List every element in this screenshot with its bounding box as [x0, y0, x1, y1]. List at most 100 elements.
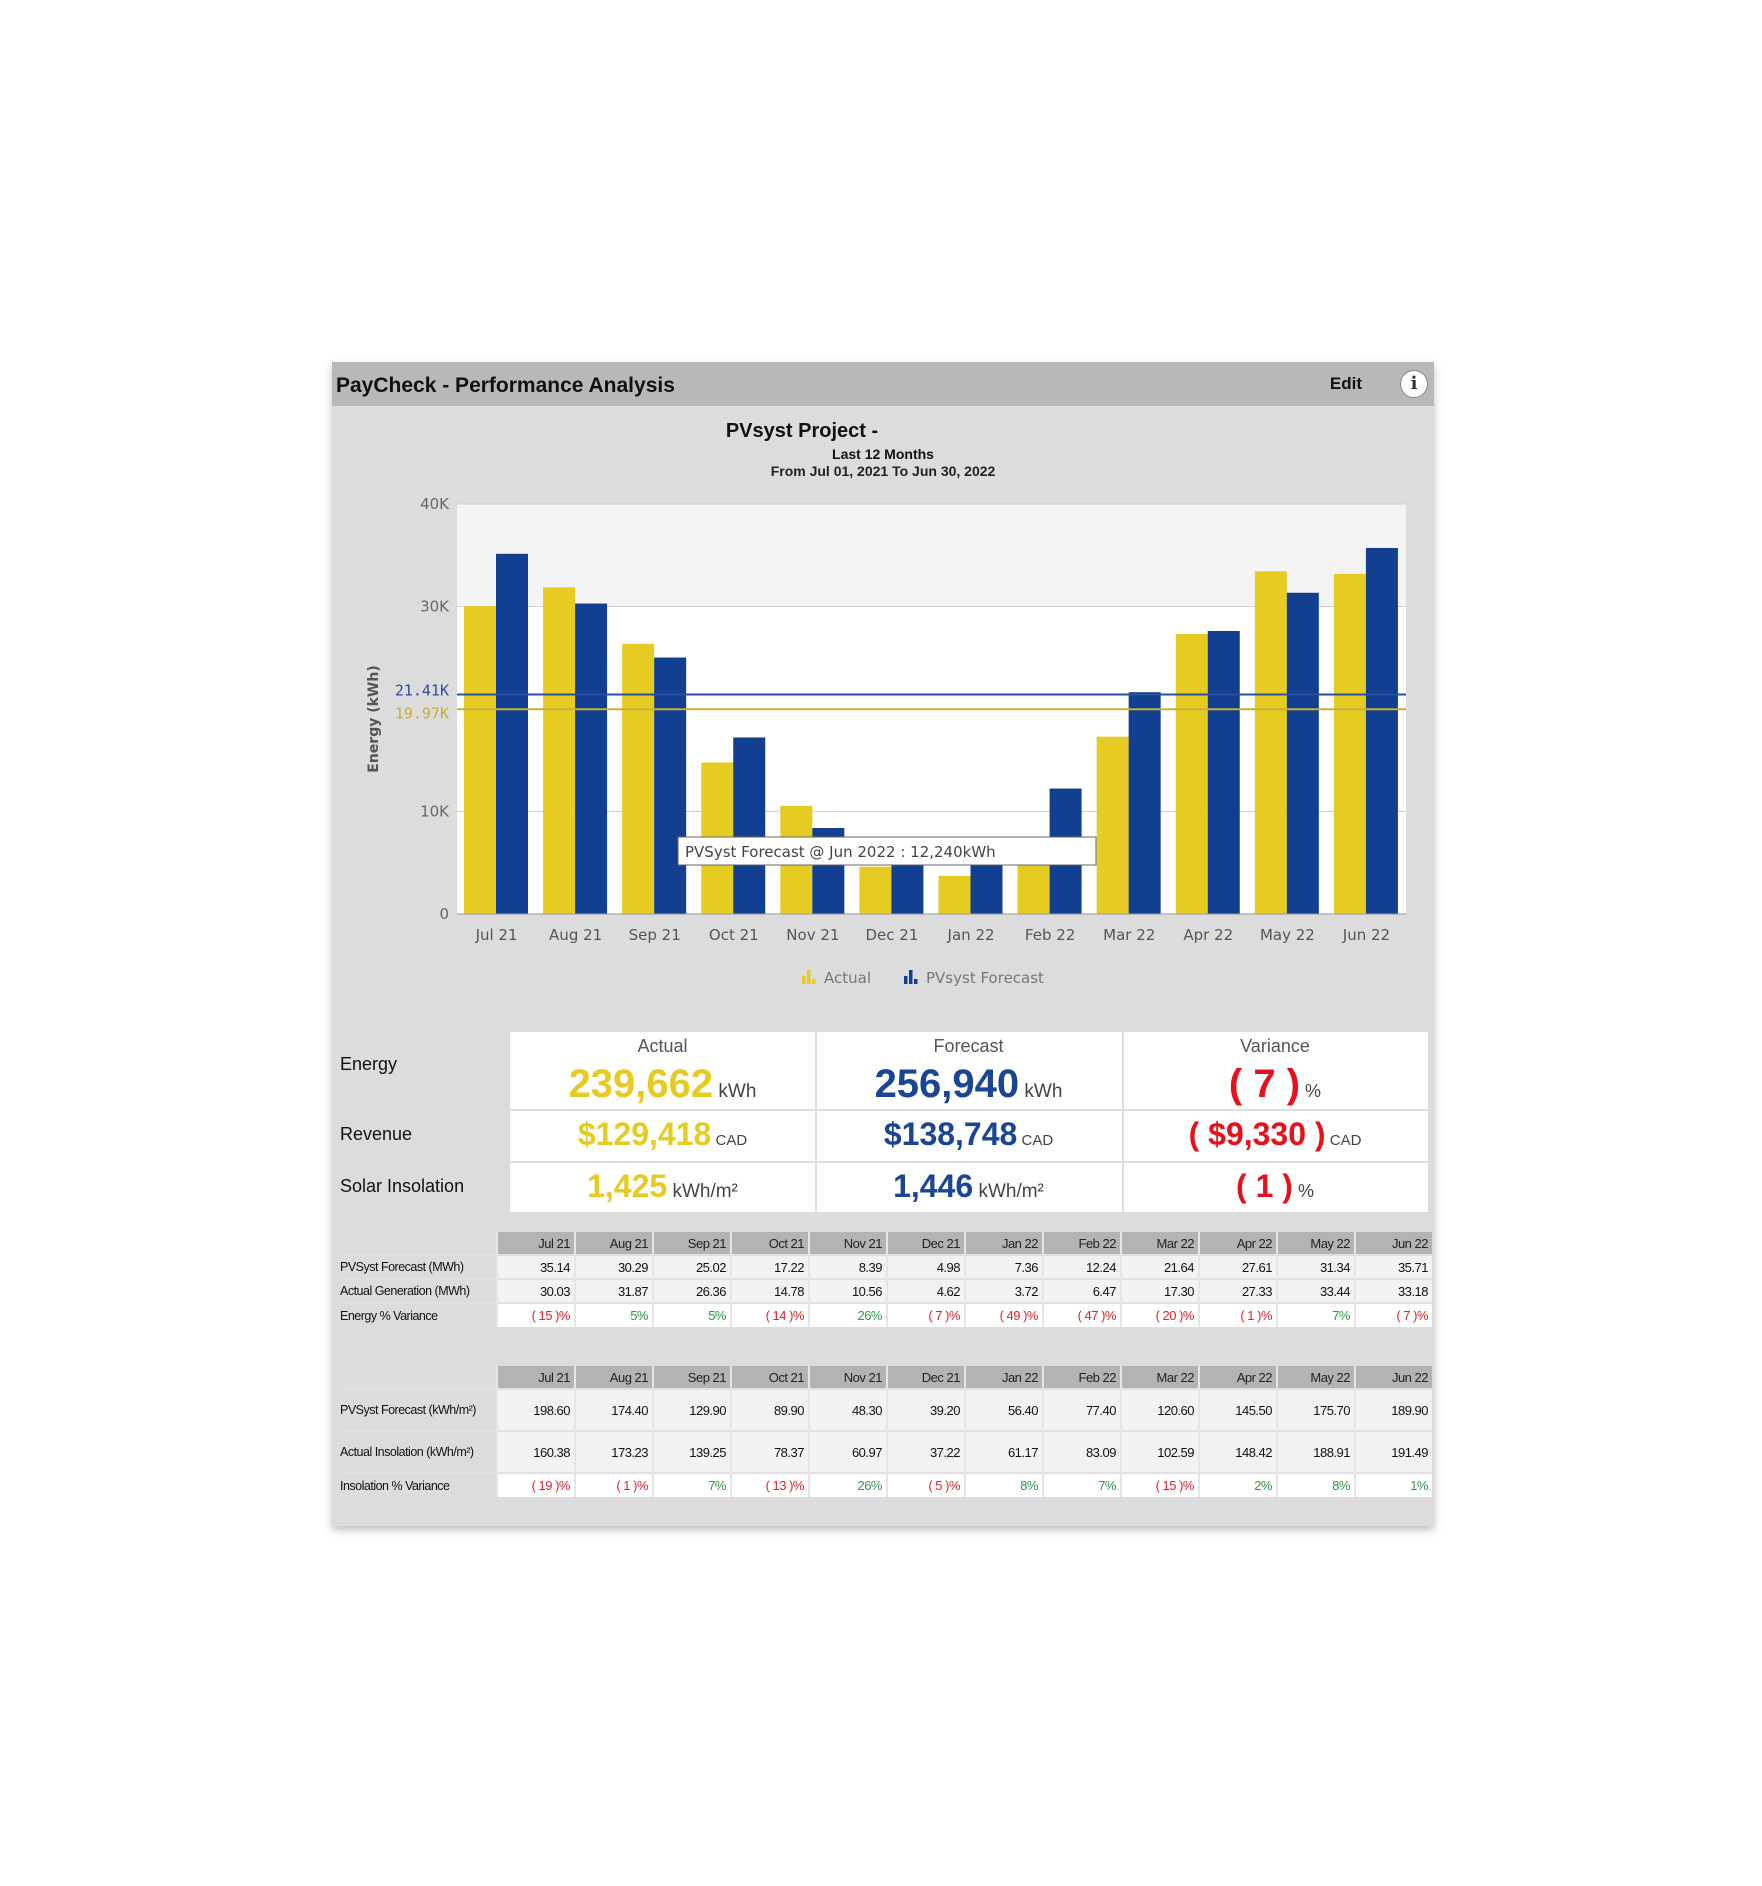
legend-bar-icon: [909, 970, 913, 984]
table-cell: 56.40: [964, 1389, 1043, 1431]
month-header: Jul 21: [496, 1366, 575, 1389]
summary-actual-value: 239,662 kWh: [510, 1062, 815, 1107]
legend-item-actual[interactable]: Actual: [802, 969, 871, 987]
table-cell: 160.38: [496, 1431, 575, 1473]
bar-actual[interactable]: [1333, 573, 1366, 914]
summary-unit: CAD: [711, 1132, 748, 1149]
bar-actual[interactable]: [1175, 633, 1208, 914]
bar-forecast[interactable]: [1286, 592, 1319, 914]
month-header: May 22: [1276, 1232, 1355, 1255]
table-cell: 89.90: [730, 1389, 809, 1431]
table-cell: 21.64: [1120, 1255, 1199, 1279]
energy-bar-chart: 0 10K 30K 40K Energy (kWh) Jul 21 Aug 21 Sep 21…: [366, 495, 1406, 987]
table-cell: 6.47: [1042, 1279, 1121, 1303]
table-cell: 129.90: [652, 1389, 731, 1431]
summary-value: $138,748: [883, 1116, 1018, 1152]
table-cell: 198.60: [496, 1389, 575, 1431]
table-cell: ( 19 )%: [496, 1473, 575, 1497]
table-cell: 7%: [1042, 1473, 1121, 1497]
bar-actual[interactable]: [859, 866, 892, 914]
table-cell: 30.03: [496, 1279, 575, 1303]
table-cell: 7%: [1276, 1303, 1355, 1327]
table-cell: 35.71: [1354, 1255, 1432, 1279]
x-tick-label: Jul 21: [475, 926, 518, 944]
month-header: Dec 21: [886, 1232, 965, 1255]
summary-row-label: Energy: [340, 1054, 398, 1074]
bar-forecast[interactable]: [496, 553, 528, 914]
month-header: May 22: [1276, 1366, 1355, 1389]
summary-unit: kWh/m²: [667, 1181, 738, 1202]
bar-forecast[interactable]: [575, 603, 608, 914]
x-tick-label: May 22: [1260, 926, 1315, 944]
table-cell: 102.59: [1120, 1431, 1199, 1473]
bar-forecast[interactable]: [733, 737, 766, 914]
table-cell: 61.17: [964, 1431, 1043, 1473]
bar-actual[interactable]: [622, 643, 655, 914]
summary-actual-value: 1,425 kWh/m²: [510, 1168, 815, 1205]
table-row: Energy % Variance( 15 )% 5% 5%( 14 )% 26%( …: [340, 1303, 1432, 1327]
info-icon[interactable]: i: [1400, 370, 1428, 398]
x-tick-label: Oct 21: [709, 926, 759, 944]
edit-button[interactable]: Edit: [1329, 374, 1362, 393]
month-header: Sep 21: [652, 1366, 731, 1389]
x-tick-label: Jan 22: [947, 926, 995, 944]
table-cell: 175.70: [1276, 1389, 1355, 1431]
x-tick-label: Aug 21: [549, 926, 602, 944]
table-row: Actual Generation (MWh) 30.03 31.87 26.36 14…: [340, 1279, 1432, 1303]
table-cell: 26.36: [652, 1279, 731, 1303]
table-cell: 1%: [1354, 1473, 1432, 1497]
bar-actual[interactable]: [543, 587, 576, 914]
summary-header-forecast: Forecast: [933, 1036, 1004, 1056]
table-cell: 17.22: [730, 1255, 809, 1279]
table-cell: 17.30: [1120, 1279, 1199, 1303]
table-row: Insolation % Variance( 19 )%( 1 )% 7%( 13…: [340, 1473, 1432, 1497]
month-header: Mar 22: [1120, 1366, 1199, 1389]
table-cell: ( 20 )%: [1120, 1303, 1199, 1327]
table-cell: 30.29: [574, 1255, 653, 1279]
bar-actual[interactable]: [464, 606, 496, 914]
table-cell: 148.42: [1198, 1431, 1277, 1473]
bar-actual[interactable]: [938, 875, 971, 914]
table-cell: 173.23: [574, 1431, 653, 1473]
y-axis-label: Energy (kWh): [366, 665, 382, 772]
bar-forecast[interactable]: [1207, 630, 1240, 914]
month-header: Aug 21: [574, 1366, 653, 1389]
table-cell: 37.22: [886, 1431, 965, 1473]
table-cell: 27.61: [1198, 1255, 1277, 1279]
summary-row-label: Revenue: [340, 1124, 413, 1144]
summary-unit: kWh: [1019, 1081, 1063, 1102]
summary-value: ( $9,330 ): [1188, 1116, 1326, 1152]
summary-forecast-value: 256,940 kWh: [815, 1062, 1122, 1107]
table-cell: 8%: [964, 1473, 1043, 1497]
bar-forecast[interactable]: [891, 862, 924, 914]
summary-forecast-value: 1,446 kWh/m²: [815, 1168, 1122, 1205]
month-header: Jan 22: [964, 1232, 1043, 1255]
x-tick-label: Apr 22: [1183, 926, 1233, 944]
row-label: Actual Insolation (kWh/m²): [340, 1445, 474, 1459]
chart-tooltip: PVSyst Forecast @ Jun 2022 : 12,240kWh: [677, 836, 1097, 866]
summary-value: 1,446: [893, 1168, 974, 1204]
legend-item-forecast[interactable]: PVsyst Forecast: [904, 969, 1044, 987]
legend-bar-icon: [904, 976, 908, 984]
table-cell: ( 5 )%: [886, 1473, 965, 1497]
x-tick-label: Jun 22: [1342, 926, 1390, 944]
table-cell: 4.98: [886, 1255, 965, 1279]
table-cell: 191.49: [1354, 1431, 1432, 1473]
month-header: Mar 22: [1120, 1232, 1199, 1255]
table-cell: 174.40: [574, 1389, 653, 1431]
table-cell: 48.30: [808, 1389, 887, 1431]
bar-forecast[interactable]: [654, 657, 687, 914]
summary-unit: CAD: [1017, 1132, 1054, 1149]
bar-actual[interactable]: [1254, 571, 1287, 914]
table-cell: ( 15 )%: [1120, 1473, 1199, 1497]
bar-actual[interactable]: [1096, 736, 1129, 914]
table-cell: 26%: [808, 1473, 887, 1497]
table-cell: 31.87: [574, 1279, 653, 1303]
bar-forecast[interactable]: [1365, 547, 1398, 914]
summary-value: 256,940: [874, 1062, 1020, 1106]
bar-forecast[interactable]: [1128, 692, 1161, 914]
table-cell: 7%: [652, 1473, 731, 1497]
month-header: Jan 22: [964, 1366, 1043, 1389]
x-tick-label: Dec 21: [866, 926, 919, 944]
month-header: Oct 21: [730, 1366, 809, 1389]
